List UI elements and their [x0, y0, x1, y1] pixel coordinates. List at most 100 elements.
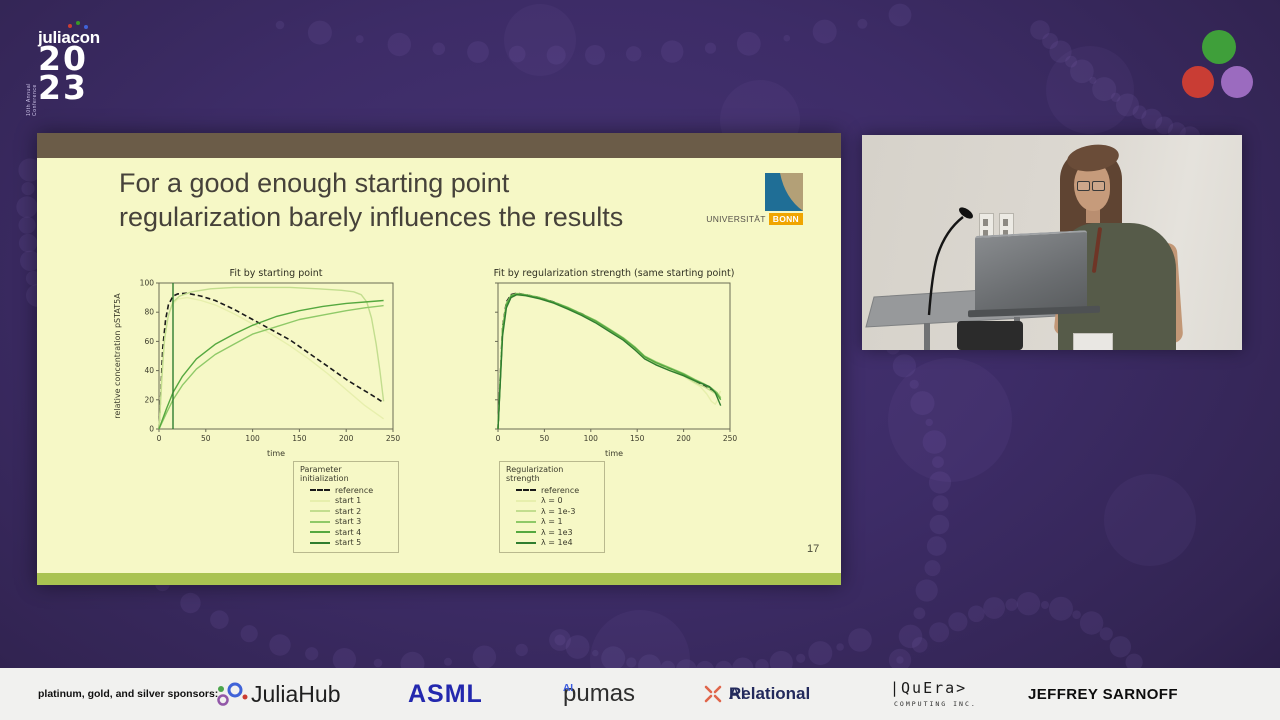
legend-line-sample [310, 531, 330, 534]
legend-item: λ = 1e3 [506, 527, 598, 538]
legend-label: start 1 [335, 496, 362, 506]
legend-parameter-initialization: Parameter initialization reference start 1… [293, 461, 399, 553]
juliacon-year: 20 23 [38, 39, 88, 107]
slide-top-bar [37, 133, 841, 158]
svg-text:40: 40 [144, 366, 154, 375]
bag [957, 321, 1023, 350]
uni-name: UNIVERSITÄT [706, 214, 766, 224]
series-λ = 1e3 [497, 293, 722, 430]
relationalai-x-icon [704, 685, 722, 703]
svg-text:250: 250 [386, 434, 401, 443]
legend-label: λ = 1e3 [541, 527, 573, 537]
legend-line-sample [516, 531, 536, 534]
year-bottom: 23 [38, 68, 88, 107]
chart-fit-by-starting-point: 0 50 100 150 200 250 0 20 40 60 80 100 Fit by starti… [110, 263, 420, 468]
relational-wordmark: Relational AI [729, 684, 811, 703]
asml-logo: ASML [408, 680, 483, 708]
legend-item: λ = 0 [506, 496, 598, 507]
legend-label: start 3 [335, 517, 362, 527]
svg-text:250: 250 [723, 434, 738, 443]
slide-bottom-bar [37, 573, 841, 585]
svg-text:0: 0 [157, 434, 162, 443]
svg-text:150: 150 [630, 434, 645, 443]
svg-text:200: 200 [339, 434, 354, 443]
legend-label: start 5 [335, 538, 362, 548]
series-λ = 1e-3 [497, 293, 722, 430]
julia-logo-green-circle-icon [1202, 30, 1236, 64]
legend-item: λ = 1e-3 [506, 506, 598, 517]
uni-bonn-logo-text: UNIVERSITÄT BONN [637, 213, 803, 225]
juliacon-wordmark: juliacon [38, 28, 100, 47]
legend-title: Parameter initialization [300, 465, 349, 483]
jeffrey-sarnoff-logo: JEFFREY SARNOFF [1028, 686, 1178, 703]
presenter-neck [1086, 207, 1100, 223]
slide-title: For a good enough starting point regular… [119, 166, 623, 234]
legend-line-sample [516, 510, 536, 513]
svg-text:0: 0 [149, 425, 154, 434]
legend-item: start 5 [300, 538, 392, 549]
legend-line-sample [516, 520, 536, 523]
legend-item: λ = 1 [506, 517, 598, 528]
legend-label: λ = 1e-3 [541, 506, 576, 516]
julia-logo-purple-circle-icon [1221, 66, 1253, 98]
legend-line-sample [516, 489, 536, 492]
chart-fit-by-regularization-strength: 0 50 100 150 200 250 Fit by regularization str… [480, 263, 780, 468]
legend-item: reference [506, 485, 598, 496]
svg-text:80: 80 [144, 308, 154, 317]
legend-line-sample [310, 489, 330, 492]
name-card [1073, 333, 1113, 350]
legend-line-sample [310, 520, 330, 523]
legend-title: Regularization strength [506, 465, 564, 483]
svg-text:150: 150 [292, 434, 307, 443]
julia-logo-red-circle-icon [1182, 66, 1214, 98]
series-start 2 [158, 286, 385, 430]
presenter-webcam-video [862, 135, 1242, 350]
slide-title-line2: regularization barely influences the res… [119, 202, 624, 232]
chart-title: Fit by regularization strength (same sta… [494, 268, 735, 279]
legend-label: λ = 1 [541, 517, 563, 527]
legend-item: start 4 [300, 527, 392, 538]
julia-green-dot-icon [76, 21, 80, 25]
sponsor-label: platinum, gold, and silver sponsors: [38, 688, 219, 700]
slide-page-number: 17 [807, 543, 820, 555]
legend-label: start 2 [335, 506, 362, 516]
legend-line-sample [516, 541, 536, 544]
legend-label: start 4 [335, 527, 362, 537]
svg-text:50: 50 [201, 434, 211, 443]
series-start 3 [158, 304, 384, 430]
laptop [975, 230, 1087, 316]
julia-blue-dot-icon [84, 25, 88, 29]
uni-bonn-logo-icon [765, 173, 803, 211]
pumas-ai-logo: pumas AI [563, 680, 635, 708]
legend-label: reference [541, 485, 580, 495]
series-reference [158, 292, 385, 430]
svg-text:100: 100 [245, 434, 260, 443]
series-λ = 0 [497, 294, 722, 430]
pumas-wordmark: pumas [563, 680, 636, 707]
series-λ = 1e4 [497, 294, 722, 430]
y-axis-label: relative concentration pSTAT5A [113, 293, 122, 419]
juliacon-side-text: 10th Annual Conference [26, 82, 38, 116]
year-top: 20 [38, 39, 88, 78]
x-axis-label: time [605, 449, 623, 458]
pumas-ai-superscript: AI [563, 683, 573, 694]
uni-city: BONN [768, 213, 803, 225]
juliahub-wordmark: JuliaHub [251, 681, 341, 707]
juliahub-dots-icon [217, 682, 248, 706]
glasses-icon [1077, 181, 1090, 191]
svg-text:0: 0 [496, 434, 501, 443]
series-reference [497, 292, 722, 430]
juliacon-logo: 10th Annual Conference juliacon 20 23 [26, 20, 138, 120]
podium-leg [924, 323, 930, 350]
legend-label: λ = 1e4 [541, 538, 573, 548]
legend-item: start 3 [300, 517, 392, 528]
julia-red-dot-icon [68, 24, 72, 28]
legend-line-sample [310, 510, 330, 513]
x-axis-label: time [267, 449, 285, 458]
legend-item: reference [300, 485, 392, 496]
legend-line-sample [310, 541, 330, 544]
quera-subtext: COMPUTING INC. [894, 700, 977, 708]
svg-text:100: 100 [584, 434, 599, 443]
presentation-slide: For a good enough starting point regular… [37, 133, 841, 585]
